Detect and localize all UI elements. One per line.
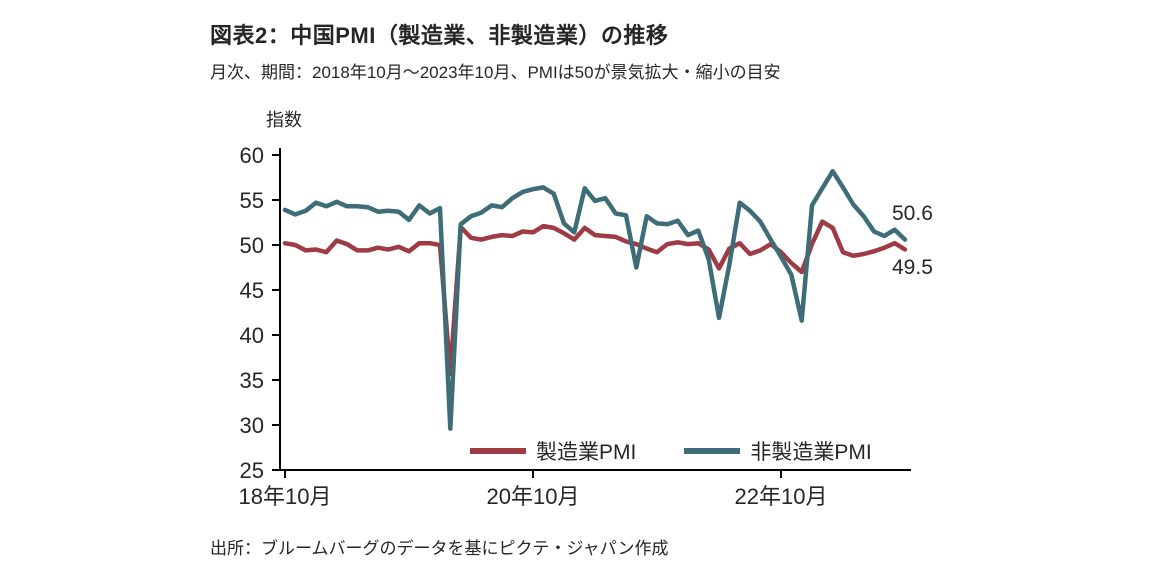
- y-tick-label: 25: [240, 458, 264, 483]
- y-tick-label: 40: [240, 323, 264, 348]
- x-tick-label: 22年10月: [735, 484, 828, 509]
- chart-subtitle: 月次、期間：2018年10月～2023年10月、PMIは50が景気拡大・縮小の目…: [210, 63, 781, 82]
- legend-label-manufacturing: 製造業PMI: [536, 441, 637, 464]
- annotation-manufacturing-latest: 49.5: [892, 256, 933, 279]
- legend-item-manufacturing: 製造業PMI: [470, 436, 636, 466]
- legend-line-manufacturing-icon: [470, 448, 526, 454]
- legend-label-nonmanufacturing: 非製造業PMI: [750, 441, 872, 464]
- y-tick-label: 35: [240, 368, 264, 393]
- chart-title: 図表2：中国PMI（製造業、非製造業）の推移: [210, 23, 669, 48]
- nonmanufacturing-pmi-line: [282, 168, 908, 431]
- source-note: 出所：ブルームバーグのデータを基にピクテ・ジャパン作成: [210, 539, 669, 558]
- manufacturing-pmi-line: [282, 219, 908, 376]
- chart-legend: 製造業PMI 非製造業PMI: [470, 436, 872, 466]
- y-tick-label: 55: [240, 188, 264, 213]
- y-tick-label: 50: [240, 233, 264, 258]
- y-tick-label: 45: [240, 278, 264, 303]
- legend-line-nonmanufacturing-icon: [684, 448, 741, 454]
- y-axis-unit-label: 指数: [266, 110, 302, 130]
- y-tick-label: 30: [240, 413, 264, 438]
- x-tick-label: 20年10月: [487, 484, 580, 509]
- legend-item-nonmanufacturing: 非製造業PMI: [684, 436, 872, 466]
- y-tick-label: 60: [240, 143, 264, 168]
- x-tick-label: 18年10月: [239, 484, 332, 509]
- annotation-nonmanufacturing-latest: 50.6: [892, 202, 933, 225]
